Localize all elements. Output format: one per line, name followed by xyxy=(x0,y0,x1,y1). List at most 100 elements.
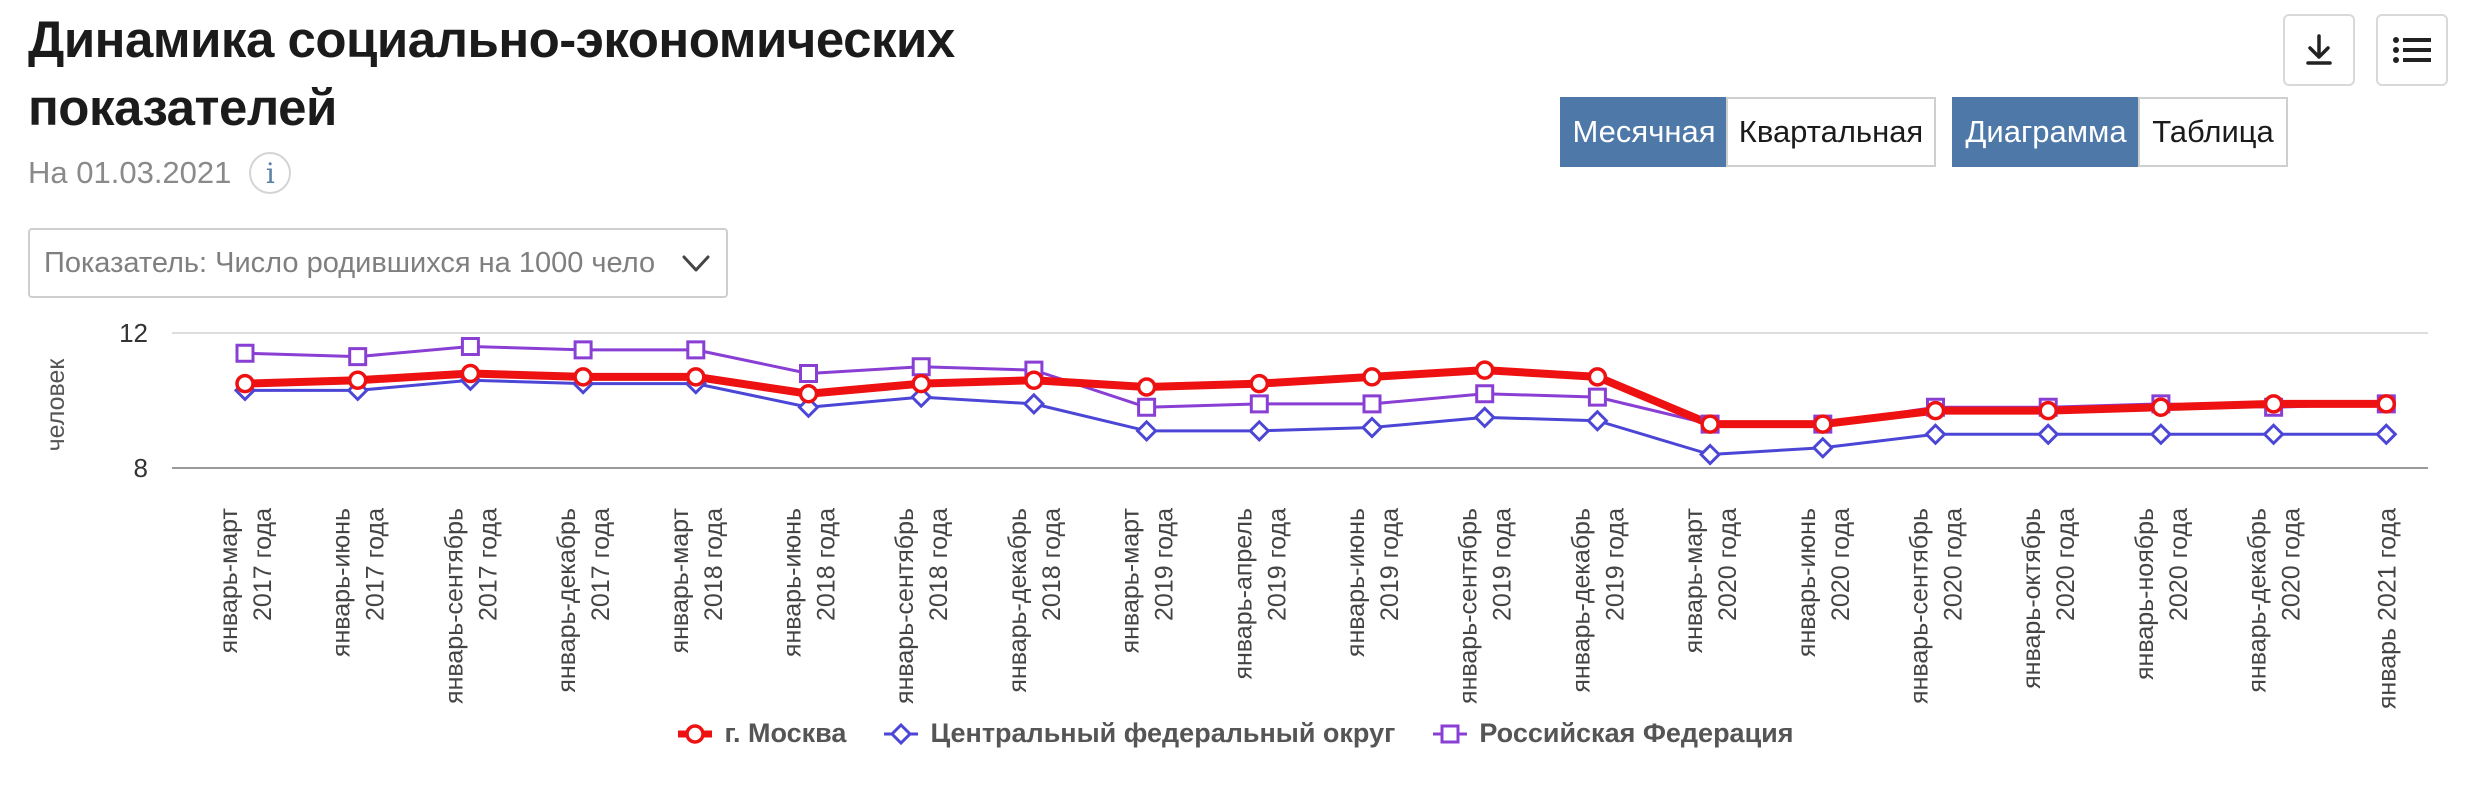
x-tick-label: январь-октябрь 2020 года xyxy=(2018,508,2080,689)
x-tick-label-line: январь-октябрь xyxy=(2018,508,2046,689)
series-line-0 xyxy=(244,366,2387,429)
x-tick-label: январь 2021 года xyxy=(2373,508,2401,709)
x-tick-label-line: январь-апрель xyxy=(1229,508,1257,680)
x-tick-label: январь-декабрь 2020 года xyxy=(2244,508,2306,693)
x-tick-label-line: январь-декабрь xyxy=(1004,508,1032,693)
period-option-monthly[interactable]: Месячная xyxy=(1560,97,1728,167)
x-tick-label-line: 2019 года xyxy=(1489,508,1517,621)
x-tick-label: январь-ноябрь 2020 года xyxy=(2131,508,2193,680)
data-point-cfd xyxy=(797,396,820,419)
y-tick-label: 8 xyxy=(134,453,148,483)
data-point-cfd xyxy=(2375,423,2398,446)
data-point-cfd xyxy=(1248,419,1271,442)
data-point-russia xyxy=(1475,384,1495,404)
view-option-table[interactable]: Таблица xyxy=(2138,97,2288,167)
x-tick-label: январь-март 2017 года xyxy=(215,507,277,653)
data-point-russia xyxy=(235,343,255,363)
data-point-cfd xyxy=(1135,419,1158,442)
x-tick-label-line: 2017 года xyxy=(362,508,390,621)
data-point-moscow xyxy=(2376,394,2397,414)
data-point-moscow xyxy=(347,370,368,390)
x-tick-label-line: 2017 года xyxy=(249,508,277,621)
x-tick-label-line: 2019 года xyxy=(1376,508,1404,621)
x-tick-label-line: 2018 года xyxy=(1038,508,1066,621)
x-tick-label-line: 2017 года xyxy=(587,508,615,621)
x-tick-label-line: январь-декабрь xyxy=(2244,508,2272,693)
legend-symbol xyxy=(884,722,919,745)
x-tick-label: январь-март 2018 года xyxy=(666,507,728,653)
page-title: Динамика социально-экономических показат… xyxy=(28,11,955,136)
legend-symbol xyxy=(678,723,713,744)
x-tick-label: январь-сентябрь 2019 года xyxy=(1455,508,1517,704)
download-button[interactable] xyxy=(2283,14,2355,86)
x-tick-label-line: январь-сентябрь xyxy=(891,508,919,704)
legend-label: г. Москва xyxy=(724,718,847,748)
x-tick-label-line: январь-март xyxy=(1680,507,1708,653)
view-option-chart[interactable]: Диаграмма xyxy=(1952,97,2140,167)
x-tick-label-line: январь-декабрь xyxy=(1567,508,1595,693)
data-point-moscow xyxy=(573,367,593,387)
x-tick-label-line: 2019 года xyxy=(1263,508,1291,621)
x-tick-label: январь-июнь 2020 года xyxy=(1793,508,1855,657)
report-date: На 01.03.2021 xyxy=(28,155,232,190)
data-point-russia xyxy=(1249,394,1269,414)
data-point-moscow xyxy=(1700,414,1720,434)
series-line-1 xyxy=(245,378,2387,456)
data-point-russia xyxy=(1362,394,1382,414)
x-tick-label-line: 2018 года xyxy=(925,508,953,621)
x-tick-label-line: 2020 года xyxy=(1714,508,1742,621)
indicator-select[interactable]: Показатель: Число родившихся на 1000 чел… xyxy=(28,228,728,298)
data-point-moscow xyxy=(1136,377,1157,397)
x-tick-label-line: январь-сентябрь xyxy=(1455,508,1483,704)
x-tick-label: январь-июнь 2017 года xyxy=(328,508,390,657)
x-tick-label: январь-апрель 2019 года xyxy=(1229,508,1291,680)
x-tick-label-line: 2020 года xyxy=(2278,508,2306,621)
data-point-moscow xyxy=(1474,360,1495,380)
data-point-cfd xyxy=(2262,423,2285,446)
data-point-russia xyxy=(573,340,593,360)
data-point-russia xyxy=(348,347,368,367)
chevron-down-icon xyxy=(682,255,710,272)
data-point-russia xyxy=(1137,397,1157,417)
data-point-moscow xyxy=(686,367,706,387)
x-tick-label-line: январь-июнь xyxy=(1793,508,1821,657)
legend-item[interactable]: Российская Федерация xyxy=(1431,718,1794,749)
x-tick-label-line: январь-июнь xyxy=(328,508,356,657)
data-point-moscow xyxy=(798,384,819,404)
info-icon[interactable]: i xyxy=(249,152,292,194)
x-tick-label-line: январь-сентябрь xyxy=(440,508,468,704)
data-point-moscow xyxy=(1813,414,1833,434)
data-point-moscow xyxy=(2038,400,2058,421)
x-tick-label-line: январь-июнь xyxy=(1342,508,1370,657)
x-tick-label-line: 2019 года xyxy=(1601,508,1629,621)
data-point-moscow xyxy=(1925,400,1946,421)
legend-label: Центральный федеральный округ xyxy=(930,718,1396,748)
data-point-cfd xyxy=(1698,443,1722,466)
chart-legend: г. Москва Центральный федеральный округ Ро… xyxy=(0,718,2470,749)
x-tick-label-line: 2017 года xyxy=(474,508,502,621)
legend-label: Российская Федерация xyxy=(1479,718,1794,748)
x-tick-label: январь-декабрь 2017 года xyxy=(553,508,615,693)
data-point-moscow xyxy=(1249,373,1270,394)
x-tick-label-line: 2020 года xyxy=(2052,508,2080,621)
x-tick-label: январь-сентябрь 2017 года xyxy=(440,508,502,704)
data-point-cfd xyxy=(1473,406,1496,429)
data-point-moscow xyxy=(2263,394,2284,414)
data-point-cfd xyxy=(910,386,933,409)
legend-item[interactable]: г. Москва xyxy=(676,718,846,749)
legend-item[interactable]: Центральный федеральный округ xyxy=(882,718,1395,749)
data-point-moscow xyxy=(460,363,481,384)
x-tick-label-line: январь 2021 года xyxy=(2373,508,2401,709)
menu-button[interactable] xyxy=(2376,14,2448,86)
y-tick-label: 12 xyxy=(119,318,148,348)
x-tick-label-line: 2020 года xyxy=(1940,508,1968,621)
period-option-quarterly[interactable]: Квартальная xyxy=(1726,97,1936,167)
x-tick-label-line: 2018 года xyxy=(813,508,841,621)
date-row: На 01.03.2021 i xyxy=(28,152,292,194)
data-point-russia xyxy=(1587,387,1607,407)
indicator-select-value: Показатель: Число родившихся на 1000 чел… xyxy=(44,246,654,279)
data-point-cfd xyxy=(1022,392,1046,415)
x-tick-label-line: январь-декабрь xyxy=(553,508,581,693)
data-point-moscow xyxy=(1024,370,1044,390)
x-tick-label: январь-июнь 2019 года xyxy=(1342,508,1404,657)
